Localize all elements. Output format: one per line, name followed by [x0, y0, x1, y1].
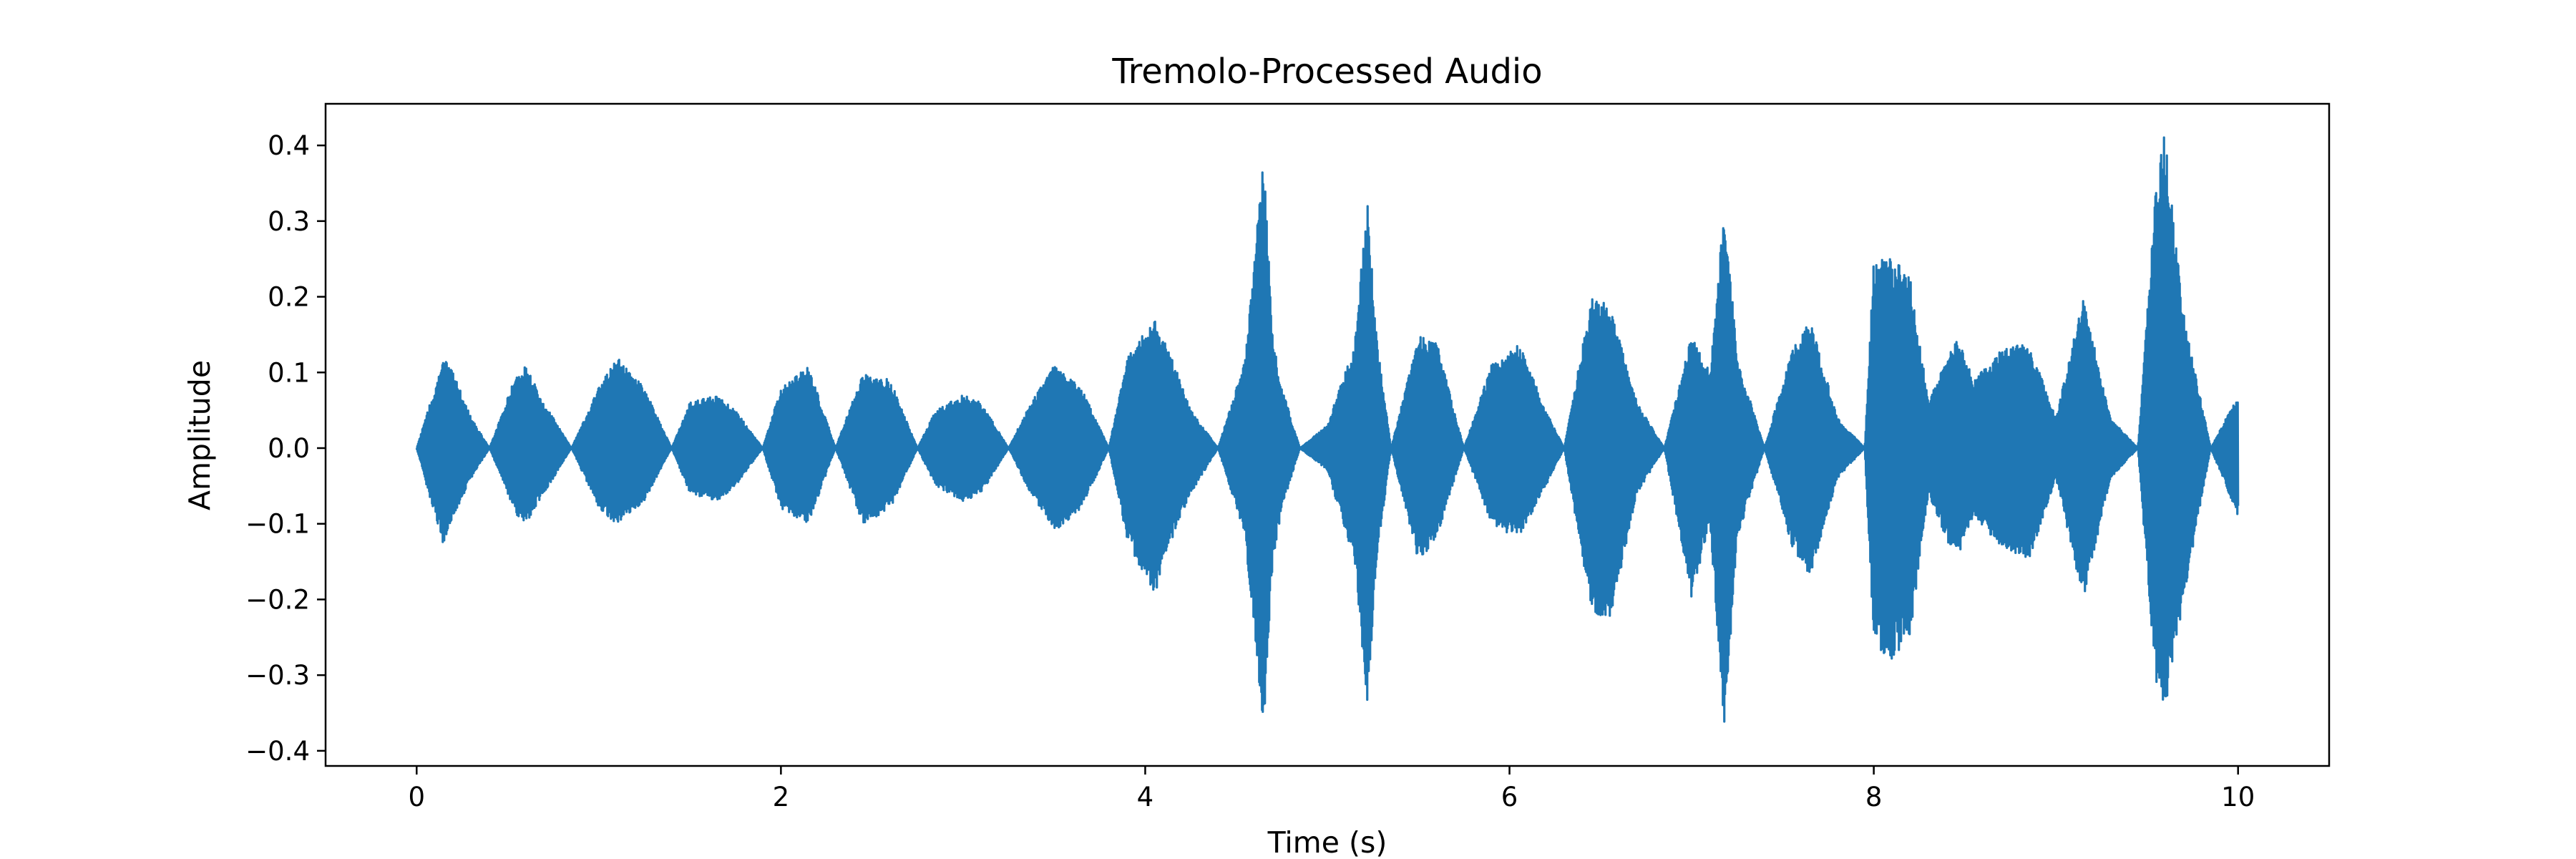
y-tick-label: 0.4 — [268, 130, 310, 161]
axes-frame — [324, 102, 2331, 767]
x-tick-label: 8 — [1865, 782, 1883, 812]
y-tick-label: 0.1 — [268, 357, 310, 388]
x-tick-label: 10 — [2221, 782, 2255, 812]
x-axis: 0 2 4 6 8 10 — [408, 766, 2255, 812]
y-tick-label: 0.3 — [268, 206, 310, 237]
y-tick-label: −0.2 — [245, 584, 310, 615]
y-axis-label: Amplitude — [182, 360, 217, 510]
y-tick-label: 0.0 — [268, 433, 310, 464]
x-tick-label: 0 — [408, 782, 425, 812]
plot-area — [415, 136, 2240, 723]
x-axis-label: Time (s) — [1267, 825, 1387, 859]
x-tick-label: 4 — [1137, 782, 1154, 812]
chart-title: Tremolo-Processed Audio — [1111, 52, 1542, 92]
y-tick-label: −0.3 — [245, 660, 310, 691]
y-tick-label: −0.1 — [245, 509, 310, 540]
x-tick-label: 2 — [773, 782, 790, 812]
waveform-series-line — [415, 136, 2240, 723]
y-tick-label: 0.2 — [268, 282, 310, 313]
x-tick-label: 6 — [1501, 782, 1518, 812]
y-axis: 0.4 0.3 0.2 0.1 0.0 −0.1 −0.2 −0.3 −0.4 — [245, 130, 326, 767]
y-tick-label: −0.4 — [245, 736, 310, 767]
